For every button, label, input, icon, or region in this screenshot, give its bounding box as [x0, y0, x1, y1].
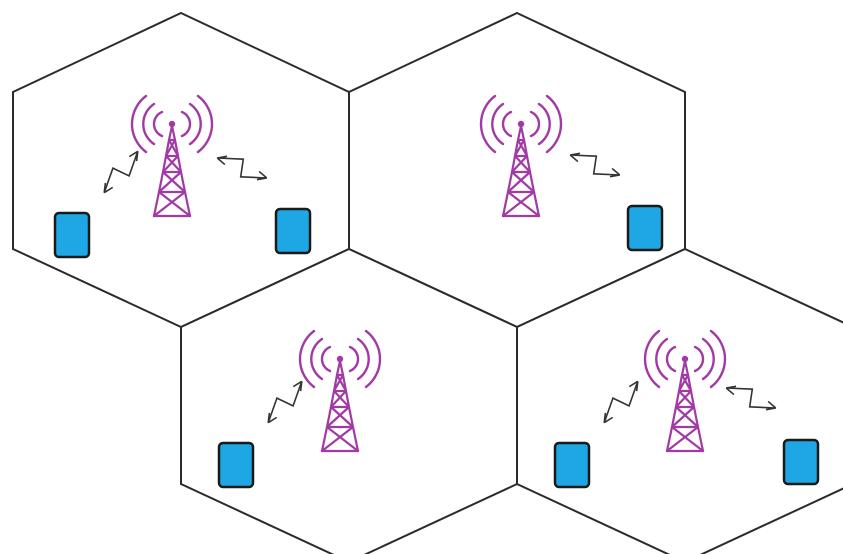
- cells: [12, 11, 843, 554]
- mobile-device-icon: [274, 207, 312, 255]
- mobile-device-icon: [217, 441, 255, 489]
- mobile-device-icon: [53, 211, 91, 259]
- mobile-device-icon: [626, 204, 664, 252]
- mobile-device-icon: [782, 438, 820, 486]
- mobile-device-icon: [553, 441, 591, 489]
